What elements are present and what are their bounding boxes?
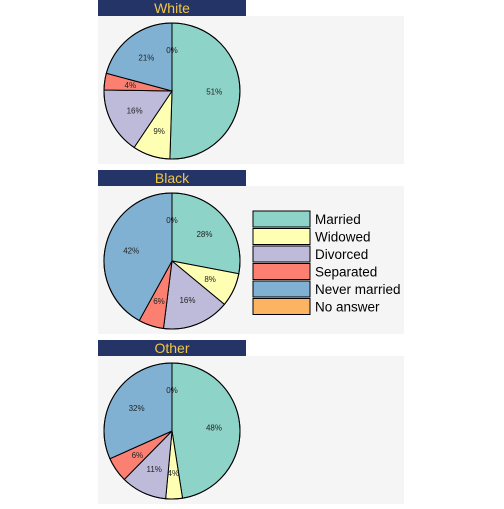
legend-key-divorced xyxy=(252,245,311,263)
legend-label: No answer xyxy=(315,300,380,315)
slice-label: 21% xyxy=(138,54,154,63)
panel-title: White xyxy=(154,0,190,16)
pie-outline xyxy=(103,192,241,330)
slice-label: 6% xyxy=(153,297,165,306)
legend-label: Widowed xyxy=(315,230,371,245)
legend-key-widowed xyxy=(252,228,311,245)
slice-label: 32% xyxy=(129,404,145,413)
slice-label: 0% xyxy=(166,216,178,225)
legend-label: Married xyxy=(315,212,361,227)
legend-label: Never married xyxy=(315,282,401,297)
legend-label: Separated xyxy=(315,265,377,280)
slice-label: 28% xyxy=(196,230,212,239)
slice-label: 51% xyxy=(206,88,222,97)
slice-label: 42% xyxy=(123,247,139,256)
legend-key-married xyxy=(252,210,311,228)
slice-label: 16% xyxy=(127,107,143,116)
slice-label: 4% xyxy=(168,469,180,478)
panel-title: Other xyxy=(154,340,189,356)
legend-key-no-answer xyxy=(252,298,311,315)
pie-outline xyxy=(103,22,241,160)
legend-label: Divorced xyxy=(315,247,368,262)
slice-label: 0% xyxy=(166,46,178,55)
slice-label: 9% xyxy=(153,127,165,136)
legend-key-never-married xyxy=(252,280,311,298)
slice-label: 0% xyxy=(166,386,178,395)
slice-label: 48% xyxy=(206,424,222,433)
panel-strip xyxy=(98,170,246,186)
slice-label: 4% xyxy=(125,81,137,90)
panel-strip xyxy=(98,0,246,16)
slice-label: 11% xyxy=(146,465,161,474)
panel-strip xyxy=(98,340,246,356)
pie-outline xyxy=(103,362,241,500)
chart-legend: Married Widowed Divorced Separated Never mar… xyxy=(252,210,401,315)
legend-key-separated xyxy=(252,263,311,280)
slice-label: 8% xyxy=(204,275,216,284)
pie-panel-black: Black 28% 8% 16% 6% 42% 0% xyxy=(98,170,404,334)
slice-label: 16% xyxy=(179,296,195,305)
pie-panel-white: White 51% 9% 16% 4% 21% 0% xyxy=(98,0,404,164)
pie-panel-other: Other 48% 4% 11%6% 32% 0% xyxy=(98,340,404,504)
slice-label: 6% xyxy=(132,451,144,460)
panel-title: Black xyxy=(155,170,190,186)
pie-panels: White 51% 9% 16% 4% 21% 0% Black 28% 8% 16% 6% 42% 0%… xyxy=(98,0,404,504)
